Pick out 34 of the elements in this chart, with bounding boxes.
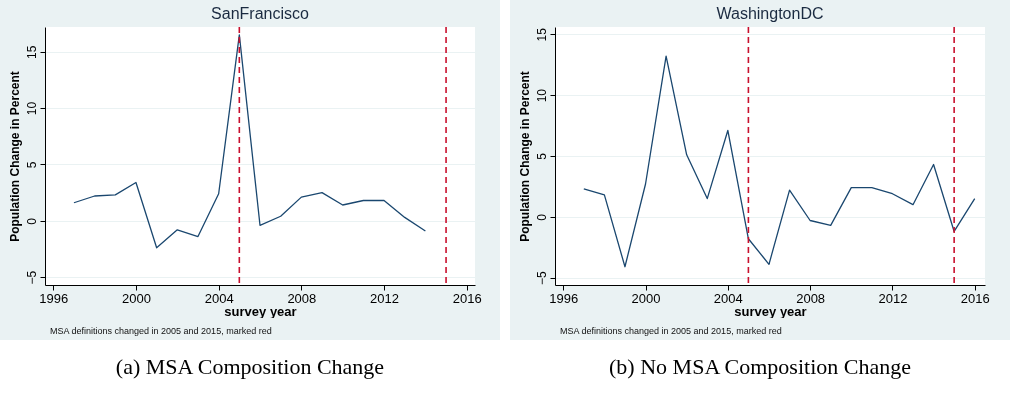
y-tick-label: 0 [24, 217, 39, 225]
text: (a) MSA Composition Change [114, 354, 386, 380]
text: MSA definitions changed in 2005 and 2015, marked red [50, 326, 272, 336]
y-tick-label: 5 [534, 152, 549, 160]
y-tick-label: 0 [534, 213, 549, 221]
x-tick-label: 1996 [39, 290, 69, 306]
x-tick-label: 2012 [878, 290, 908, 306]
y-tick-label: 15 [24, 45, 39, 59]
x-tick-label: 2004 [204, 290, 234, 306]
y-tick-label: −5 [24, 270, 39, 285]
x-tick-label: 2000 [122, 290, 151, 306]
chart-title: WashingtonDC [716, 5, 824, 23]
x-tick-label: 2004 [713, 290, 743, 306]
x-tick-label: 2016 [452, 290, 482, 306]
y-tick-label: 5 [24, 161, 39, 169]
line-series [73, 34, 427, 249]
x-tick-label: 2016 [960, 290, 990, 306]
chart-title: SanFrancisco [211, 5, 310, 23]
line-series [583, 55, 976, 268]
text: MSA definitions changed in 2005 and 2015, marked red [560, 326, 782, 336]
y-axis-title: Population Change in Percent [517, 71, 532, 242]
y-tick-label: 10 [24, 101, 39, 116]
x-tick-label: 2008 [796, 290, 826, 306]
x-axis-title: survey year [734, 303, 807, 319]
y-tick-label: 10 [534, 88, 549, 103]
x-tick-label: 2012 [370, 290, 399, 306]
y-tick-label: −5 [534, 271, 549, 286]
x-axis-title: survey year [224, 303, 297, 319]
x-tick-label: 2000 [631, 290, 661, 306]
x-tick-label: 1996 [549, 290, 579, 306]
y-tick-label: 15 [534, 27, 549, 42]
x-tick-label: 2008 [287, 290, 317, 306]
y-axis-title: Population Change in Percent [7, 71, 22, 242]
text: (b) No MSA Composition Change [608, 354, 912, 380]
